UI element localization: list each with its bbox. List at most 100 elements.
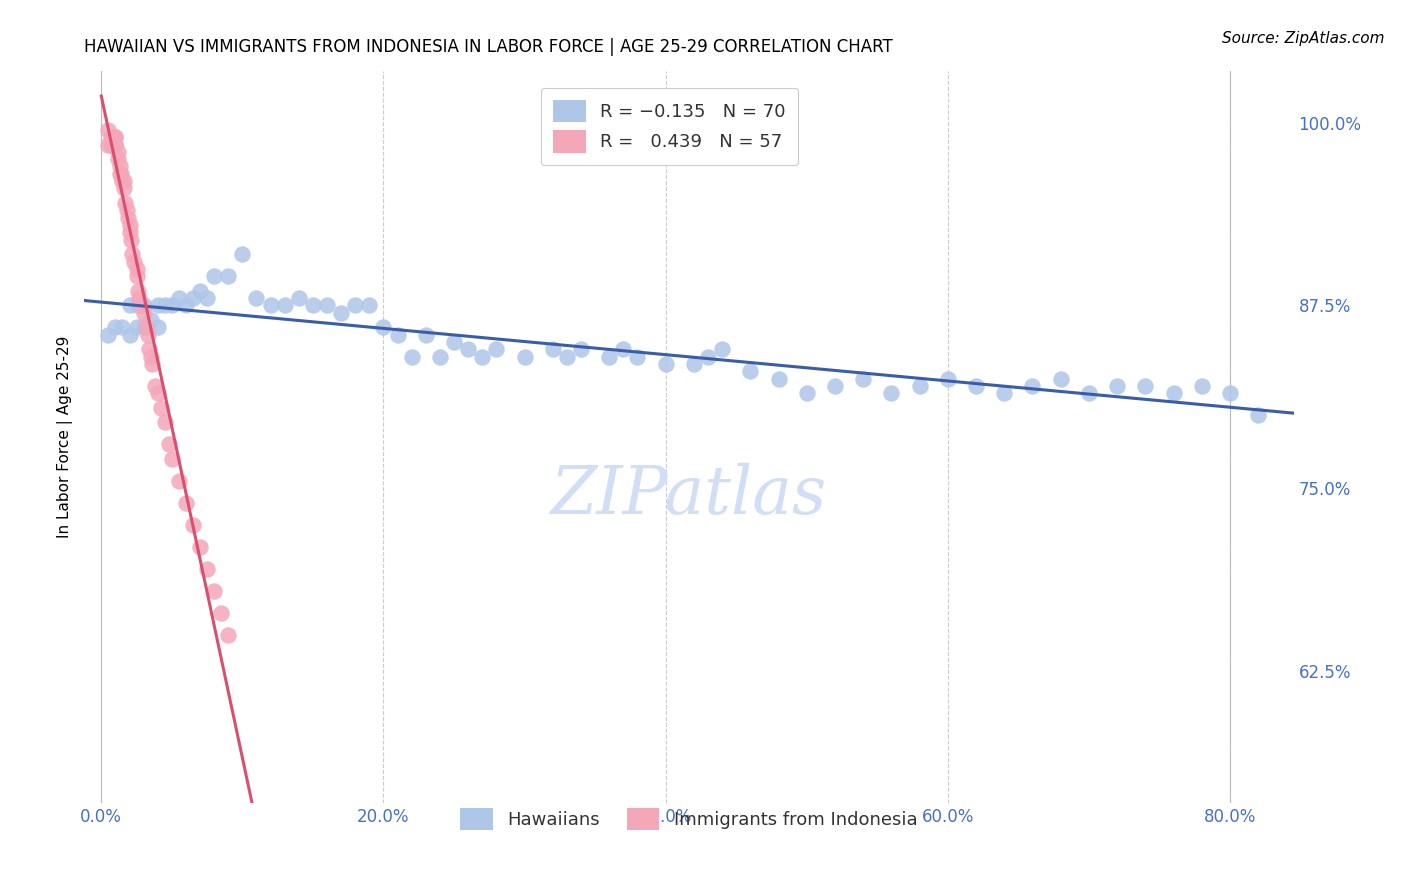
Point: [127, 284, 149, 298]
Point: [288, 291, 311, 305]
Point: [626, 350, 648, 364]
Point: [110, 167, 132, 181]
Point: [104, 137, 127, 152]
Point: [139, 350, 162, 364]
Point: [273, 298, 295, 312]
Legend: Hawaiians, Immigrants from Indonesia: Hawaiians, Immigrants from Indonesia: [450, 797, 928, 841]
Text: ZIPatlas: ZIPatlas: [551, 463, 827, 528]
Point: [125, 261, 148, 276]
Point: [1247, 408, 1270, 422]
Point: [188, 284, 211, 298]
Point: [111, 320, 134, 334]
Point: [125, 269, 148, 284]
Point: [160, 452, 183, 467]
Point: [125, 298, 148, 312]
Point: [936, 371, 959, 385]
Point: [1219, 386, 1241, 401]
Point: [1077, 386, 1099, 401]
Point: [111, 174, 134, 188]
Point: [181, 291, 204, 305]
Point: [97, 327, 120, 342]
Point: [104, 137, 127, 152]
Point: [103, 130, 125, 145]
Point: [101, 130, 124, 145]
Point: [97, 137, 120, 152]
Point: [146, 320, 169, 334]
Point: [118, 225, 141, 239]
Point: [129, 298, 152, 312]
Point: [153, 298, 176, 312]
Point: [373, 320, 395, 334]
Point: [104, 130, 127, 145]
Point: [217, 627, 239, 641]
Point: [485, 343, 508, 357]
Point: [415, 327, 437, 342]
Point: [796, 386, 818, 401]
Point: [120, 233, 142, 247]
Point: [598, 350, 620, 364]
Point: [302, 298, 325, 312]
Point: [157, 437, 180, 451]
Point: [146, 298, 169, 312]
Point: [146, 386, 169, 401]
Point: [125, 320, 148, 334]
Point: [112, 174, 135, 188]
Text: HAWAIIAN VS IMMIGRANTS FROM INDONESIA IN LABOR FORCE | AGE 25-29 CORRELATION CHA: HAWAIIAN VS IMMIGRANTS FROM INDONESIA IN…: [84, 38, 893, 56]
Point: [231, 247, 253, 261]
Point: [457, 343, 479, 357]
Point: [852, 371, 875, 385]
Point: [330, 306, 353, 320]
Point: [138, 343, 160, 357]
Point: [344, 298, 367, 312]
Point: [104, 130, 127, 145]
Point: [217, 269, 239, 284]
Point: [908, 379, 931, 393]
Point: [209, 606, 232, 620]
Point: [824, 379, 846, 393]
Point: [115, 203, 138, 218]
Point: [132, 320, 155, 334]
Point: [202, 583, 225, 598]
Point: [471, 350, 494, 364]
Point: [97, 123, 120, 137]
Point: [259, 298, 281, 312]
Point: [541, 343, 564, 357]
Point: [181, 517, 204, 532]
Point: [401, 350, 423, 364]
Point: [443, 334, 465, 349]
Point: [101, 130, 124, 145]
Point: [132, 298, 155, 312]
Point: [683, 357, 706, 371]
Point: [118, 327, 141, 342]
Point: [143, 379, 166, 393]
Point: [135, 320, 157, 334]
Point: [107, 145, 129, 159]
Point: [740, 364, 762, 378]
Point: [1049, 371, 1071, 385]
Point: [103, 137, 125, 152]
Point: [1135, 379, 1157, 393]
Point: [188, 540, 211, 554]
Point: [104, 137, 127, 152]
Point: [513, 350, 536, 364]
Point: [128, 291, 150, 305]
Point: [114, 196, 136, 211]
Point: [569, 343, 592, 357]
Point: [1163, 386, 1185, 401]
Point: [612, 343, 634, 357]
Point: [174, 496, 197, 510]
Point: [149, 401, 172, 415]
Point: [141, 357, 163, 371]
Point: [195, 562, 218, 576]
Point: [195, 291, 218, 305]
Text: Source: ZipAtlas.com: Source: ZipAtlas.com: [1222, 31, 1385, 46]
Point: [697, 350, 720, 364]
Point: [108, 160, 131, 174]
Y-axis label: In Labor Force | Age 25-29: In Labor Force | Age 25-29: [58, 336, 73, 538]
Point: [359, 298, 381, 312]
Point: [118, 218, 141, 232]
Point: [121, 247, 143, 261]
Point: [107, 152, 129, 166]
Point: [103, 137, 125, 152]
Point: [160, 298, 183, 312]
